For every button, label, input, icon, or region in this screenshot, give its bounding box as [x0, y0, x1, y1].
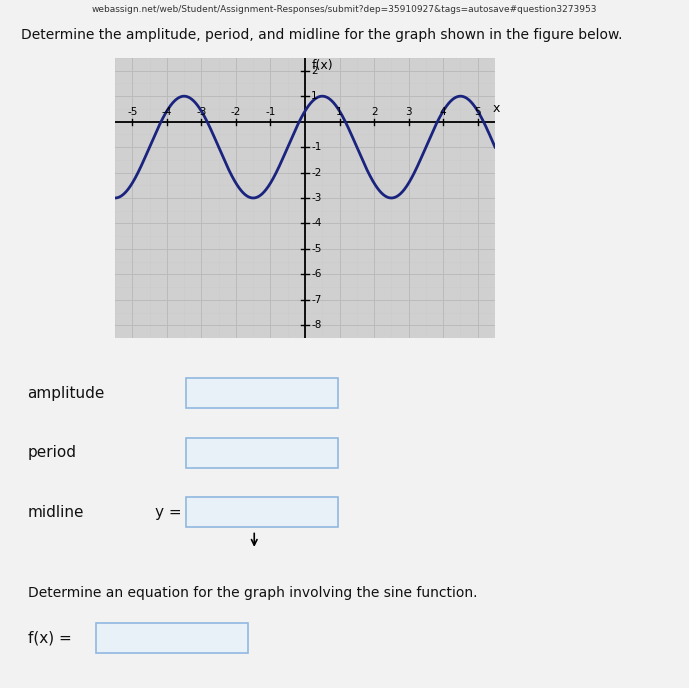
FancyBboxPatch shape — [96, 623, 248, 653]
Text: -1: -1 — [311, 142, 322, 152]
Text: y =: y = — [155, 504, 182, 519]
Text: x: x — [493, 103, 500, 116]
Text: webassign.net/web/Student/Assignment-Responses/submit?dep=35910927&tags=autosave: webassign.net/web/Student/Assignment-Res… — [92, 6, 597, 14]
Text: -8: -8 — [311, 321, 322, 330]
Text: f(x): f(x) — [312, 59, 333, 72]
Text: -3: -3 — [311, 193, 322, 203]
Text: 1: 1 — [311, 92, 318, 101]
Text: 2: 2 — [371, 107, 378, 117]
Text: 3: 3 — [405, 107, 412, 117]
Text: -3: -3 — [196, 107, 207, 117]
Text: Determine an equation for the graph involving the sine function.: Determine an equation for the graph invo… — [28, 586, 477, 601]
Text: midline: midline — [28, 504, 84, 519]
Text: period: period — [28, 445, 76, 460]
Text: 4: 4 — [440, 107, 446, 117]
Text: f(x) =: f(x) = — [28, 631, 71, 645]
FancyBboxPatch shape — [186, 438, 338, 468]
FancyBboxPatch shape — [186, 497, 338, 527]
Text: -6: -6 — [311, 270, 322, 279]
FancyBboxPatch shape — [186, 378, 338, 408]
Text: -5: -5 — [127, 107, 138, 117]
Text: -5: -5 — [311, 244, 322, 254]
Text: -4: -4 — [162, 107, 172, 117]
Text: Determine the amplitude, period, and midline for the graph shown in the figure b: Determine the amplitude, period, and mid… — [21, 28, 622, 42]
Text: -1: -1 — [265, 107, 276, 117]
Text: 2: 2 — [311, 66, 318, 76]
Text: 5: 5 — [475, 107, 481, 117]
Text: -7: -7 — [311, 295, 322, 305]
Text: 1: 1 — [336, 107, 343, 117]
Text: amplitude: amplitude — [28, 386, 105, 400]
Text: -2: -2 — [311, 168, 322, 178]
Text: -4: -4 — [311, 219, 322, 228]
Text: -2: -2 — [231, 107, 241, 117]
